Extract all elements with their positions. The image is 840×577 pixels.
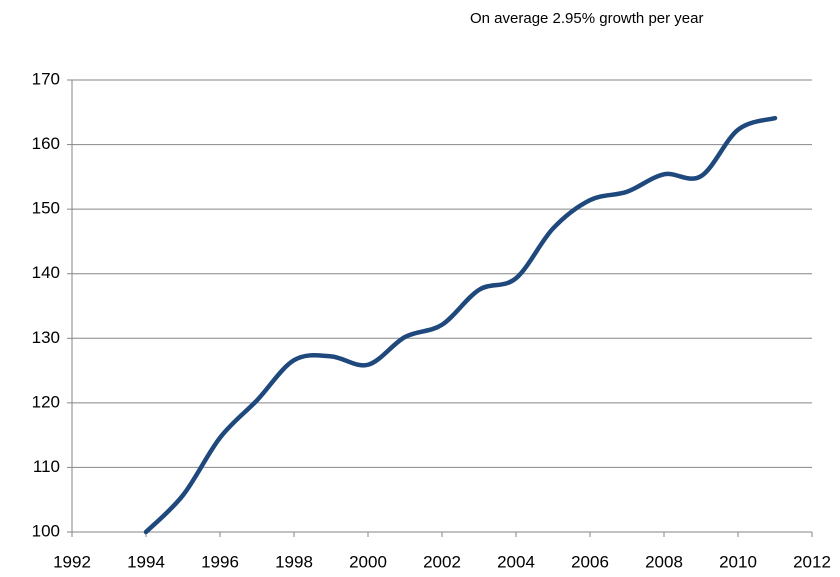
x-tick-label: 2006 xyxy=(571,552,609,571)
y-tick-label: 160 xyxy=(32,134,60,153)
x-tick-label: 2012 xyxy=(793,552,831,571)
x-tick-label: 1992 xyxy=(53,552,91,571)
x-tick-label: 1994 xyxy=(127,552,165,571)
y-tick-label: 120 xyxy=(32,392,60,411)
x-tick-label: 2002 xyxy=(423,552,461,571)
y-tick-label: 110 xyxy=(33,457,60,476)
y-tick-label: 140 xyxy=(32,263,60,282)
y-tick-label: 150 xyxy=(32,199,60,218)
y-tick-label: 100 xyxy=(32,521,60,540)
x-tick-label: 1996 xyxy=(201,552,239,571)
x-tick-label: 2000 xyxy=(349,552,387,571)
y-tick-label: 130 xyxy=(32,328,60,347)
line xyxy=(143,115,778,535)
x-tick-label: 1998 xyxy=(275,552,313,571)
x-tick-label: 2004 xyxy=(497,552,535,571)
x-tick-label: 2008 xyxy=(645,552,683,571)
annotation: On average 2.95% growth per year xyxy=(470,10,704,27)
x-tick-label: 2010 xyxy=(719,552,757,571)
y-tick-label: 170 xyxy=(32,69,60,88)
